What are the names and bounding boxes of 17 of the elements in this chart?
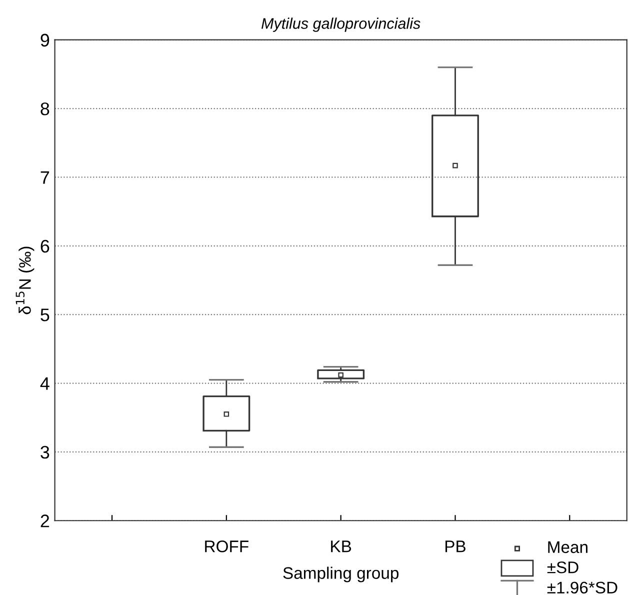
y-tick-label: 3 — [40, 446, 50, 459]
text: ±SD — [547, 561, 578, 574]
y-tick-label: 4 — [40, 377, 50, 390]
y-axis-title: δ$^{15}$N (‰) — [16, 246, 34, 314]
text: ±1.96*SD — [547, 582, 618, 594]
x-tick-label: PB — [445, 540, 466, 552]
y-tick-label: 2 — [40, 514, 50, 528]
y-tick-label: 7 — [40, 171, 50, 184]
x-tick-label: KB — [331, 540, 352, 552]
text: Mean — [548, 541, 588, 554]
y-tick-label: 6 — [40, 240, 50, 253]
x-axis-title: Sampling group — [283, 566, 399, 582]
y-tick-label: 8 — [40, 102, 50, 116]
chart-title: Mytilus galloprovincialis — [261, 18, 420, 32]
x-tick-label: ROFF — [205, 540, 248, 552]
y-tick-label: 9 — [40, 34, 50, 47]
y-tick-label: 5 — [40, 308, 50, 322]
